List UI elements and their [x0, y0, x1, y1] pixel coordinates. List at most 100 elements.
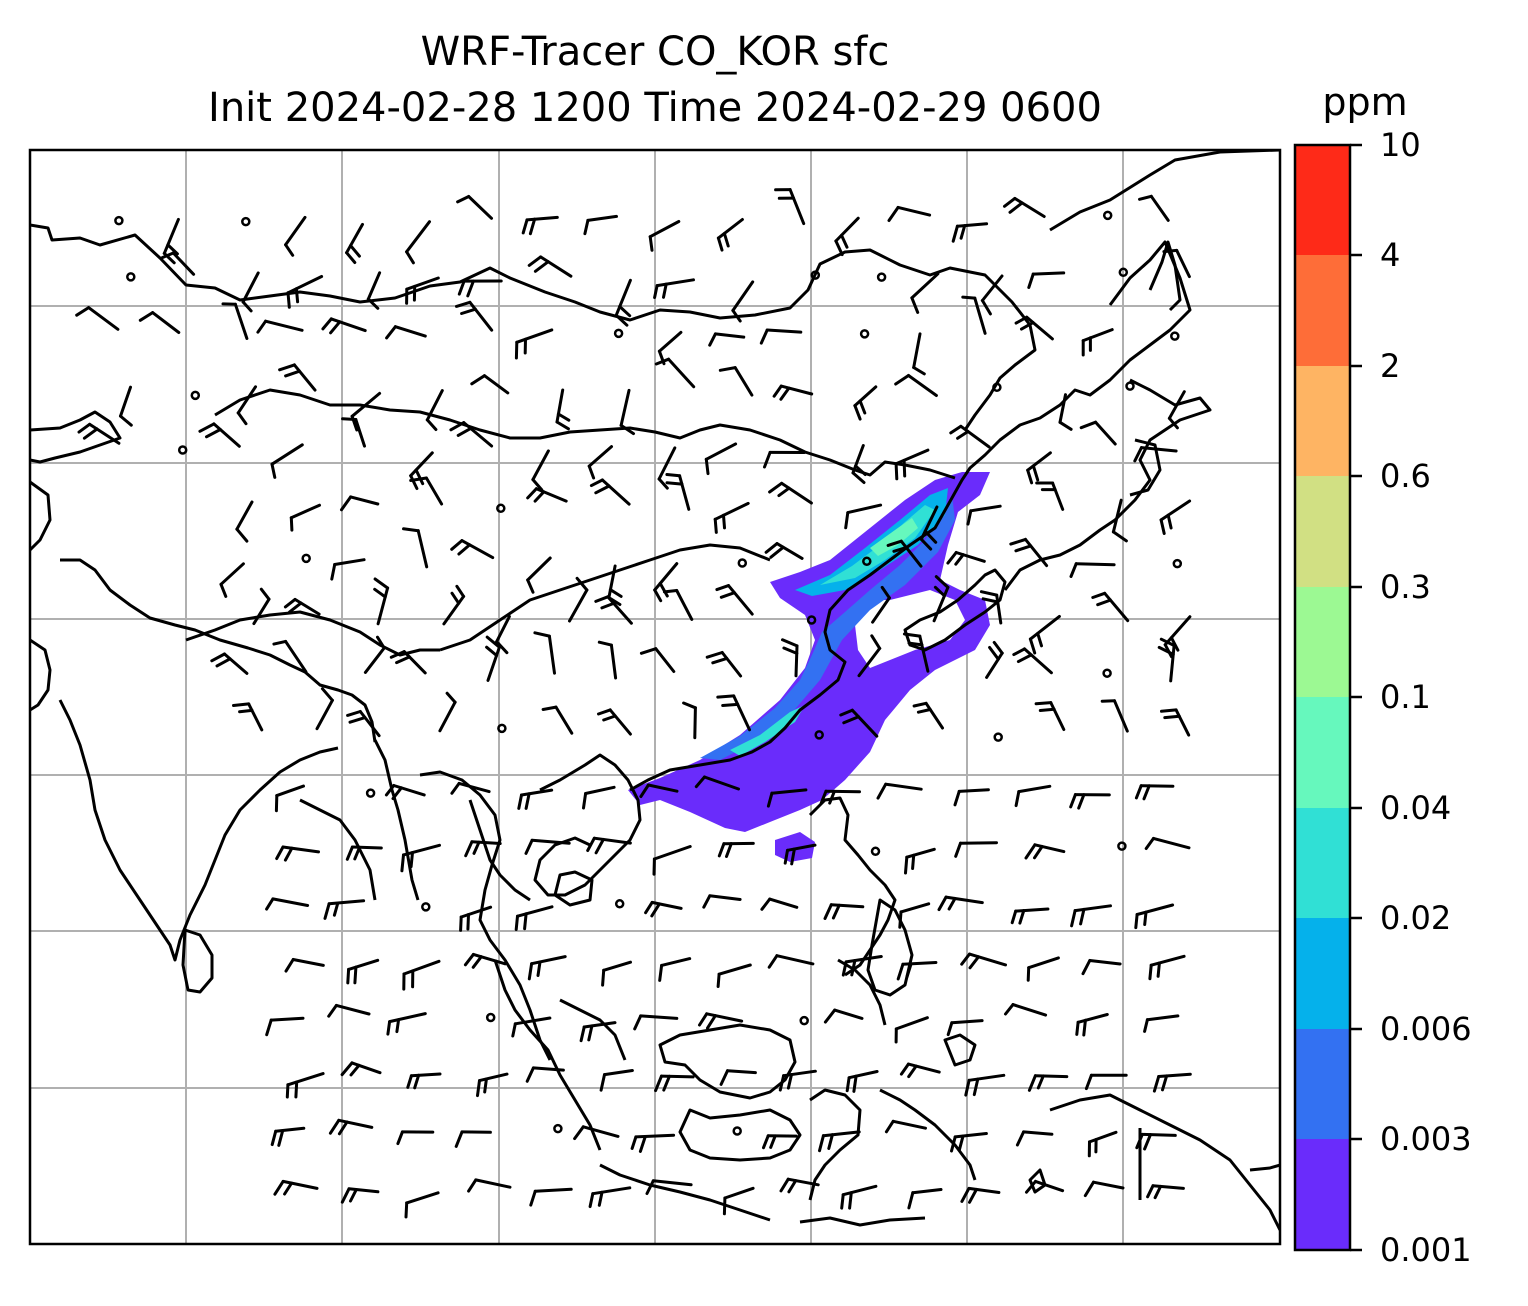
wind-barb — [937, 895, 984, 912]
wind-barb — [442, 584, 466, 626]
wind-barb — [526, 556, 552, 594]
wind-barb — [1026, 956, 1060, 982]
wind-barb — [894, 448, 930, 481]
wind-barb — [464, 840, 502, 858]
wind-barb — [760, 897, 799, 911]
wind-barb — [818, 1130, 861, 1153]
wind-barb — [1004, 1003, 1048, 1017]
map-plot-area — [30, 150, 1280, 1244]
wind-barb — [529, 1187, 573, 1207]
wind-barb — [402, 959, 441, 991]
coastlines — [30, 150, 1280, 1231]
wind-barb — [886, 539, 923, 568]
wind-barb — [1167, 390, 1186, 430]
wind-barb — [657, 446, 677, 490]
wind-barb — [767, 954, 815, 969]
wind-barb — [1075, 1013, 1109, 1037]
wind-barb — [588, 1186, 632, 1209]
wind-barb — [272, 639, 308, 674]
wind-barb — [210, 652, 249, 675]
chart-title-line2: Init 2024-02-28 1200 Time 2024-02-29 060… — [208, 85, 1102, 131]
wind-barb — [340, 1187, 380, 1204]
wind-barb — [910, 272, 940, 314]
wind-barb — [1135, 1132, 1177, 1151]
wind-barb — [819, 789, 861, 805]
wind-barb — [764, 542, 804, 560]
wind-barb — [768, 481, 813, 505]
wind-barb — [718, 366, 754, 397]
calm-wind-marker — [1170, 331, 1180, 341]
calm-wind-marker — [177, 445, 188, 455]
wind-barb — [894, 374, 938, 397]
wind-barb — [619, 388, 635, 436]
wind-barb — [405, 220, 431, 265]
wind-barb — [384, 784, 426, 801]
wind-barb — [1069, 562, 1116, 578]
colorbar-band-0.003 — [1295, 1139, 1350, 1250]
wind-barb — [252, 587, 271, 626]
wind-barb — [601, 960, 632, 987]
wind-barb — [731, 280, 755, 323]
wind-barb — [840, 1184, 878, 1210]
wind-barb — [964, 1073, 1006, 1097]
wind-barb — [340, 1061, 382, 1077]
wind-barb — [1134, 784, 1175, 801]
wind-barb — [511, 1016, 552, 1038]
calm-wind-marker — [1117, 841, 1127, 851]
wind-barb — [340, 495, 380, 512]
wind-barb — [716, 694, 751, 732]
calm-wind-marker — [114, 215, 124, 226]
wind-barb — [1028, 614, 1061, 655]
wind-barb — [630, 1133, 676, 1153]
wind-barb — [1152, 1072, 1192, 1093]
wind-barb — [985, 640, 1004, 679]
wind-barb — [898, 902, 931, 929]
colorbar-tick-label: 0.001 — [1380, 1231, 1472, 1269]
wind-barb — [633, 1014, 679, 1031]
wind-barb — [902, 632, 930, 673]
wind-barb — [438, 691, 457, 733]
wind-barb — [75, 306, 120, 331]
wind-barb — [708, 332, 746, 347]
wind-barb — [839, 708, 879, 738]
wind-barb — [265, 1016, 305, 1037]
wind-barb — [236, 385, 257, 426]
wind-barb — [979, 590, 1003, 625]
wind-barb — [705, 651, 743, 678]
wind-barb — [907, 1188, 943, 1210]
calm-wind-marker — [301, 553, 311, 564]
wind-barb — [321, 317, 367, 335]
wind-barb — [400, 843, 441, 873]
wind-barb — [665, 473, 691, 511]
wind-barb — [950, 1132, 988, 1153]
calm-wind-marker — [1172, 558, 1183, 569]
wind-barb — [823, 903, 865, 920]
wind-barb — [450, 781, 491, 795]
wind-barb — [341, 417, 366, 448]
wind-barb — [781, 638, 799, 678]
wind-barb — [779, 1177, 820, 1194]
wind-barb — [241, 271, 260, 313]
wind-barb — [1134, 903, 1175, 930]
wind-barb — [586, 836, 632, 855]
calm-wind-marker — [992, 382, 1002, 393]
wind-barb — [966, 504, 1002, 526]
wind-barb — [946, 1019, 984, 1037]
wind-barb — [951, 222, 989, 243]
wind-barb — [77, 422, 121, 445]
wind-barb — [283, 597, 321, 616]
wind-barb — [851, 444, 867, 484]
wind-barb — [1111, 498, 1128, 543]
wind-barb — [514, 328, 554, 360]
wind-barb — [265, 897, 310, 911]
wind-barb — [960, 952, 1007, 970]
wind-barb — [694, 775, 740, 791]
wind-barb — [232, 702, 264, 732]
wind-barb — [1146, 1184, 1185, 1200]
wind-barb — [1070, 904, 1112, 928]
wind-barb — [894, 1016, 929, 1044]
colorbar-band-0.3 — [1295, 587, 1350, 698]
wind-barb — [525, 1066, 565, 1083]
calm-wind-marker — [1102, 668, 1112, 678]
wind-barb — [766, 788, 808, 808]
